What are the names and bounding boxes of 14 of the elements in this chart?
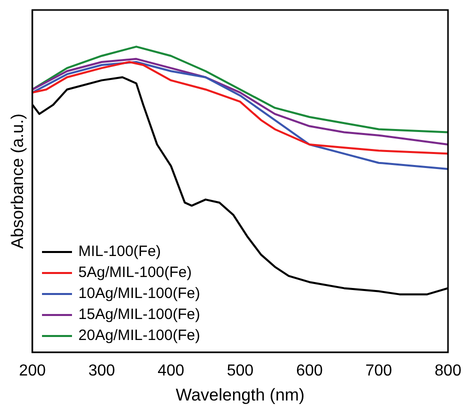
legend-label: MIL-100(Fe) (78, 242, 161, 262)
x-tick-label: 700 (365, 362, 392, 380)
x-tick-label: 800 (434, 362, 462, 380)
legend-label: 15Ag/MIL-100(Fe) (78, 305, 200, 326)
x-tick-label: 400 (158, 362, 184, 380)
legend-label: 5Ag/MIL-100(Fe) (78, 263, 192, 284)
legend-label: 20Ag/MIL-100(Fe) (78, 326, 200, 346)
x-tick-label: 500 (226, 362, 254, 380)
x-tick-label: 300 (88, 362, 116, 380)
x-axis-title: Wavelength (nm) (176, 385, 305, 404)
y-axis-title: Absorbance (a.u.) (8, 114, 27, 249)
x-tick-label: 200 (19, 362, 46, 380)
legend-label: 10Ag/MIL-100(Fe) (78, 284, 200, 304)
x-tick-label: 600 (296, 362, 323, 380)
